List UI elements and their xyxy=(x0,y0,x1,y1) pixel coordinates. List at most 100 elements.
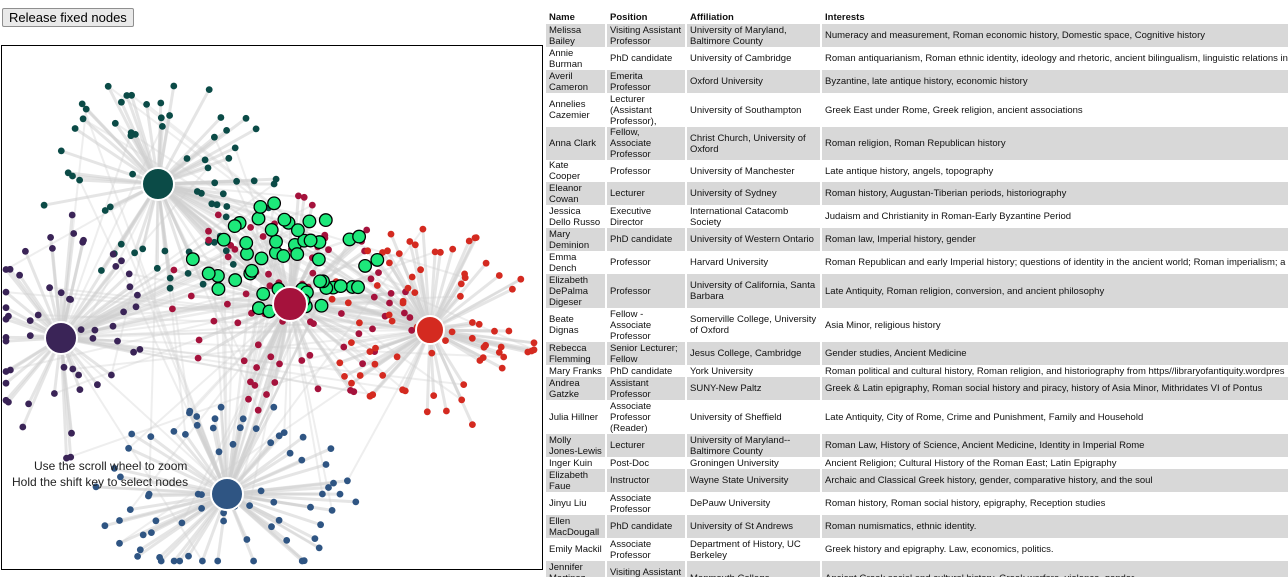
graph-node-crimson[interactable] xyxy=(350,388,358,396)
graph-node-blue[interactable] xyxy=(270,498,278,506)
graph-node-crimson[interactable] xyxy=(265,270,272,278)
graph-node-crimson[interactable] xyxy=(205,236,213,244)
graph-node-selected[interactable] xyxy=(239,235,254,250)
graph-hub-node-crimson[interactable] xyxy=(272,286,308,322)
graph-node-blue[interactable] xyxy=(330,479,337,487)
graph-node-teal[interactable] xyxy=(117,240,125,248)
graph-node-red[interactable] xyxy=(461,274,469,282)
table-row[interactable]: Jessica Dello Russo Executive Director Int… xyxy=(546,205,1288,228)
graph-node-crimson[interactable] xyxy=(247,224,255,231)
graph-node-red[interactable] xyxy=(344,299,352,307)
graph-node-teal[interactable] xyxy=(223,127,231,134)
graph-node-purple[interactable] xyxy=(22,247,29,255)
graph-node-red[interactable] xyxy=(341,373,348,380)
graph-node-red[interactable] xyxy=(388,317,396,325)
graph-node-purple[interactable] xyxy=(136,346,144,353)
graph-node-red[interactable] xyxy=(491,327,498,335)
table-row[interactable]: Annelies Cazemier Lecturer (Assistant Pro… xyxy=(546,93,1288,127)
table-row[interactable]: Julia Hillner Associate Professor (Reader… xyxy=(546,400,1288,434)
graph-node-purple[interactable] xyxy=(118,257,125,265)
graph-node-blue[interactable] xyxy=(270,403,278,411)
graph-node-crimson[interactable] xyxy=(387,290,395,297)
graph-node-teal[interactable] xyxy=(222,247,230,255)
graph-node-blue[interactable] xyxy=(220,509,228,517)
graph-node-crimson[interactable] xyxy=(306,351,314,359)
graph-node-selected[interactable] xyxy=(253,199,268,214)
graph-node-blue[interactable] xyxy=(280,429,288,436)
graph-node-blue[interactable] xyxy=(298,557,306,565)
graph-node-teal[interactable] xyxy=(219,190,227,198)
graph-node-purple[interactable] xyxy=(26,317,34,324)
table-row[interactable]: Eleanor Cowan Lecturer University of Sydne… xyxy=(546,182,1288,205)
graph-node-crimson[interactable] xyxy=(267,353,275,361)
graph-node-teal[interactable] xyxy=(205,86,213,93)
graph-node-teal[interactable] xyxy=(231,144,239,152)
graph-node-teal[interactable] xyxy=(252,125,260,133)
table-row[interactable]: Emily Mackil Associate Professor Departmen… xyxy=(546,538,1288,561)
graph-node-purple[interactable] xyxy=(5,398,12,406)
graph-node-red[interactable] xyxy=(417,266,424,274)
graph-node-crimson[interactable] xyxy=(187,292,195,300)
graph-node-crimson[interactable] xyxy=(231,246,239,253)
graph-node-red[interactable] xyxy=(480,343,488,351)
graph-node-red[interactable] xyxy=(457,280,465,288)
graph-node-red[interactable] xyxy=(528,347,535,355)
graph-node-purple[interactable] xyxy=(63,454,70,462)
graph-node-selected[interactable] xyxy=(267,196,282,211)
graph-node-blue[interactable] xyxy=(307,503,314,511)
graph-node-red[interactable] xyxy=(399,299,407,307)
graph-node-blue[interactable] xyxy=(134,553,142,560)
graph-node-selected[interactable] xyxy=(290,223,305,238)
graph-node-purple[interactable] xyxy=(79,238,87,246)
graph-node-blue[interactable] xyxy=(194,490,202,498)
graph-node-red[interactable] xyxy=(443,407,450,415)
graph-node-crimson[interactable] xyxy=(240,357,248,365)
graph-node-red[interactable] xyxy=(348,379,355,387)
graph-node-purple[interactable] xyxy=(2,304,10,312)
graph-node-crimson[interactable] xyxy=(367,275,375,283)
graph-node-crimson[interactable] xyxy=(298,357,306,364)
graph-node-purple[interactable] xyxy=(77,326,85,333)
graph-node-purple[interactable] xyxy=(2,379,10,387)
graph-node-crimson[interactable] xyxy=(259,233,267,240)
graph-node-red[interactable] xyxy=(386,259,393,267)
graph-node-red[interactable] xyxy=(364,247,372,255)
graph-node-red[interactable] xyxy=(495,349,503,356)
graph-node-selected[interactable] xyxy=(311,252,326,267)
graph-node-blue[interactable] xyxy=(336,490,344,498)
graph-node-teal[interactable] xyxy=(106,203,114,211)
graph-node-purple[interactable] xyxy=(70,230,78,237)
graph-node-selected[interactable] xyxy=(318,213,333,228)
graph-node-purple[interactable] xyxy=(76,386,84,393)
table-row[interactable]: Emma Dench Professor Harvard University Rom… xyxy=(546,251,1288,274)
graph-node-purple[interactable] xyxy=(120,308,127,316)
graph-node-blue[interactable] xyxy=(268,523,275,531)
graph-node-crimson[interactable] xyxy=(338,310,345,317)
graph-node-red[interactable] xyxy=(530,339,538,347)
graph-node-red[interactable] xyxy=(509,285,516,293)
graph-node-red[interactable] xyxy=(482,259,490,267)
graph-node-red[interactable] xyxy=(356,319,363,327)
graph-node-selected[interactable] xyxy=(352,229,367,244)
graph-hub-node-red[interactable] xyxy=(415,315,445,345)
graph-node-teal[interactable] xyxy=(170,82,178,90)
graph-node-blue[interactable] xyxy=(215,448,223,456)
graph-node-crimson[interactable] xyxy=(309,269,317,277)
graph-node-purple[interactable] xyxy=(114,337,121,345)
graph-node-blue[interactable] xyxy=(101,522,109,530)
table-row[interactable]: Jennifer Martinez MoralesVisiting Assist… xyxy=(546,561,1288,577)
table-row[interactable]: Beate Dignas Fellow - Associate Professor… xyxy=(546,308,1288,342)
graph-node-blue[interactable] xyxy=(250,557,257,565)
graph-node-purple[interactable] xyxy=(68,211,76,219)
graph-node-teal[interactable] xyxy=(131,249,139,257)
graph-node-crimson[interactable] xyxy=(401,309,408,317)
graph-node-red[interactable] xyxy=(366,348,374,355)
graph-node-blue[interactable] xyxy=(111,465,118,472)
table-row[interactable]: Averil Cameron Emerita Professor Oxford Un… xyxy=(546,70,1288,93)
graph-node-purple[interactable] xyxy=(112,263,120,270)
graph-node-blue[interactable] xyxy=(286,449,294,457)
graph-node-purple[interactable] xyxy=(130,348,138,356)
graph-node-red[interactable] xyxy=(419,225,427,233)
graph-node-blue[interactable] xyxy=(220,517,228,525)
graph-node-purple[interactable] xyxy=(67,296,74,303)
